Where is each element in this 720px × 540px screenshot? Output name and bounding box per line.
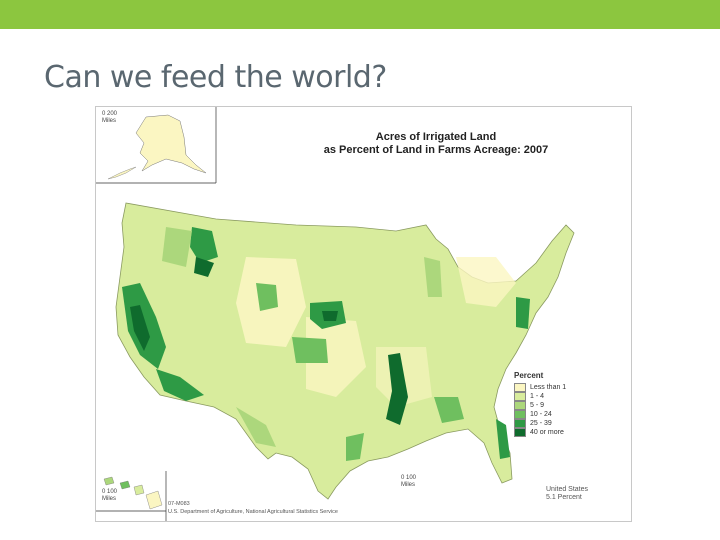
map-title-line1: Acres of Irrigated Land [375, 131, 497, 143]
map-title-line2: as Percent of Land in Farms Acreage: 200… [323, 144, 549, 156]
alaska-scale: 0 200 Miles [102, 111, 117, 125]
legend-item: 5 - 9 [514, 401, 566, 410]
map-title: Acres of Irrigated Land as Percent of La… [286, 131, 586, 157]
us-label-line2: 5.1 Percent [546, 494, 582, 501]
legend-swatch [514, 401, 526, 410]
top-accent-bar [0, 0, 720, 29]
us-total-label: United States 5.1 Percent [546, 486, 588, 502]
legend-item: 40 or more [514, 428, 566, 437]
conus-scale-unit: Miles [401, 482, 416, 488]
hawaii-scale-unit: Miles [102, 496, 117, 502]
legend-label: 40 or more [530, 429, 564, 436]
legend-swatch [514, 428, 526, 437]
alaska-inset [96, 107, 217, 184]
hawaii-scale: 0 100 Miles [102, 489, 117, 503]
us-label-line1: United States [546, 486, 589, 493]
legend-label: 25 - 39 [530, 420, 552, 427]
hawaii-inset [96, 471, 167, 521]
irrigation-map: Acres of Irrigated Land as Percent of La… [95, 106, 632, 522]
legend-label: Less than 1 [530, 384, 567, 391]
legend-swatch [514, 383, 526, 392]
credit-text: U.S. Department of Agriculture, National… [168, 509, 338, 515]
alaska-scale-unit: Miles [102, 118, 117, 124]
legend-swatch [514, 392, 526, 401]
legend-label: 5 - 9 [530, 402, 545, 409]
legend-label: 10 - 24 [530, 411, 552, 418]
legend-title: Percent [514, 371, 544, 380]
legend-item: Less than 1 [514, 383, 566, 392]
alaska-scale-values: 0 200 [102, 111, 118, 117]
legend-swatch [514, 419, 526, 428]
credit-id: 07-M083 [168, 501, 190, 507]
choropleth-map [96, 107, 575, 521]
hawaii-scale-values: 0 100 [102, 489, 118, 495]
legend-label: 1 - 4 [530, 393, 545, 400]
legend-item: 10 - 24 [514, 410, 566, 419]
legend-swatch [514, 410, 526, 419]
legend-item: 25 - 39 [514, 419, 566, 428]
conus-scale-values: 0 100 [401, 475, 417, 481]
conus-map [115, 202, 575, 500]
conus-scale: 0 100 Miles [401, 475, 416, 489]
map-legend: Percent Less than 1 1 - 4 5 - 9 10 - 24 … [514, 371, 566, 437]
slide-title: Can we feed the world? [44, 60, 387, 95]
legend-item: 1 - 4 [514, 392, 566, 401]
